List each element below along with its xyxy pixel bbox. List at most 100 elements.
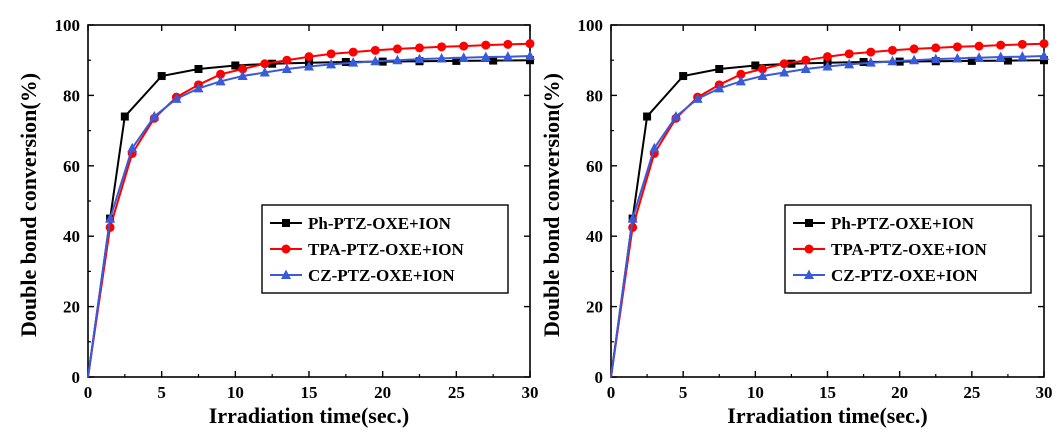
y-axis-title: Double bond conversion(%)	[539, 73, 564, 337]
data-point	[392, 44, 402, 54]
x-tick-label: 10	[747, 383, 764, 402]
data-point	[215, 75, 226, 86]
data-point	[458, 52, 469, 62]
data-point	[268, 59, 277, 68]
legend-label: TPA-PTZ-OXE+ION	[308, 240, 464, 259]
series-line	[610, 59, 1045, 378]
x-tick-label: 25	[448, 383, 465, 402]
data-point	[304, 61, 314, 71]
legend-label: Ph-PTZ-OXE+ION	[308, 214, 452, 233]
x-tick-label: 30	[1036, 383, 1053, 402]
data-point	[304, 52, 314, 62]
chart-panel-2: 0 5 10 15 20 25 30 0 20 40 60 80 100 Irradiation time…	[539, 16, 1053, 428]
data-point	[952, 52, 963, 63]
data-point	[679, 72, 688, 81]
data-point	[779, 67, 790, 77]
x-tick-label: 10	[227, 383, 244, 402]
data-point	[437, 42, 447, 52]
data-point	[231, 61, 240, 70]
y-tick-label: 0	[72, 368, 81, 387]
data-point	[974, 41, 984, 51]
data-point	[844, 49, 854, 59]
legend-marker	[804, 244, 814, 254]
data-point	[194, 65, 203, 73]
data-point	[282, 55, 292, 65]
data-point	[714, 82, 725, 93]
legend-marker	[805, 219, 813, 227]
legend-label: CZ-PTZ-OXE+ION	[831, 266, 978, 285]
data-point	[127, 142, 138, 153]
data-point	[859, 57, 868, 66]
x-axis-title: Irradiation time(sec.)	[727, 403, 927, 428]
data-point	[525, 39, 535, 49]
data-point	[643, 112, 652, 121]
data-point	[692, 93, 703, 103]
x-tick-label: 25	[963, 383, 980, 402]
data-point	[1039, 50, 1049, 60]
x-tick-label: 30	[522, 383, 539, 402]
data-point	[736, 69, 746, 79]
data-point	[370, 55, 381, 66]
data-point	[281, 63, 292, 73]
data-point	[887, 45, 897, 55]
x-tick-label: 5	[679, 383, 688, 402]
y-axis-title: Double bond conversion(%)	[16, 73, 41, 337]
data-point	[909, 44, 919, 54]
data-point	[392, 54, 403, 65]
data-point	[967, 56, 976, 65]
data-point	[348, 47, 358, 57]
data-point	[996, 40, 1006, 50]
data-point	[627, 213, 638, 223]
data-point	[341, 57, 350, 66]
legend-marker	[281, 244, 291, 254]
legend-marker	[281, 269, 291, 279]
data-point	[526, 56, 534, 65]
x-tick-label: 15	[819, 383, 836, 402]
data-point	[930, 53, 941, 64]
y-tick-label: 60	[63, 157, 80, 176]
data-point	[715, 65, 724, 73]
data-point	[800, 63, 811, 73]
data-point	[822, 61, 833, 71]
data-point	[348, 57, 359, 67]
data-point	[1040, 56, 1048, 65]
y-tick-label: 0	[595, 368, 604, 387]
data-point	[370, 45, 380, 55]
y-tick-label: 60	[586, 157, 603, 176]
data-point	[931, 43, 941, 53]
data-point	[452, 56, 461, 65]
x-tick-label: 20	[891, 383, 908, 402]
plot-frame	[610, 24, 1045, 378]
data-point	[171, 93, 182, 103]
x-tick-label: 0	[607, 383, 616, 402]
data-point	[865, 57, 876, 67]
plot-frame	[87, 24, 531, 378]
y-tick-label: 20	[63, 298, 80, 317]
data-point	[801, 55, 811, 65]
data-point	[414, 53, 425, 64]
series-triangle-3	[87, 50, 535, 378]
data-point	[489, 56, 498, 65]
data-point	[237, 70, 248, 81]
data-point	[1003, 56, 1012, 65]
data-point	[995, 51, 1006, 62]
data-point	[502, 51, 513, 61]
data-point	[787, 59, 796, 68]
data-point	[757, 70, 768, 81]
y-tick-label: 40	[63, 227, 80, 246]
data-point	[149, 111, 160, 121]
data-point	[238, 64, 248, 74]
data-point	[670, 111, 681, 121]
data-point	[887, 55, 898, 66]
y-tick-label: 40	[586, 227, 603, 246]
legend-box	[261, 204, 509, 294]
data-point	[525, 50, 535, 60]
data-point	[866, 47, 876, 57]
x-tick-label: 0	[84, 383, 93, 402]
data-point	[216, 69, 226, 79]
data-point	[735, 75, 746, 86]
data-point	[844, 58, 855, 69]
data-point	[260, 59, 270, 69]
data-point	[1039, 39, 1049, 49]
